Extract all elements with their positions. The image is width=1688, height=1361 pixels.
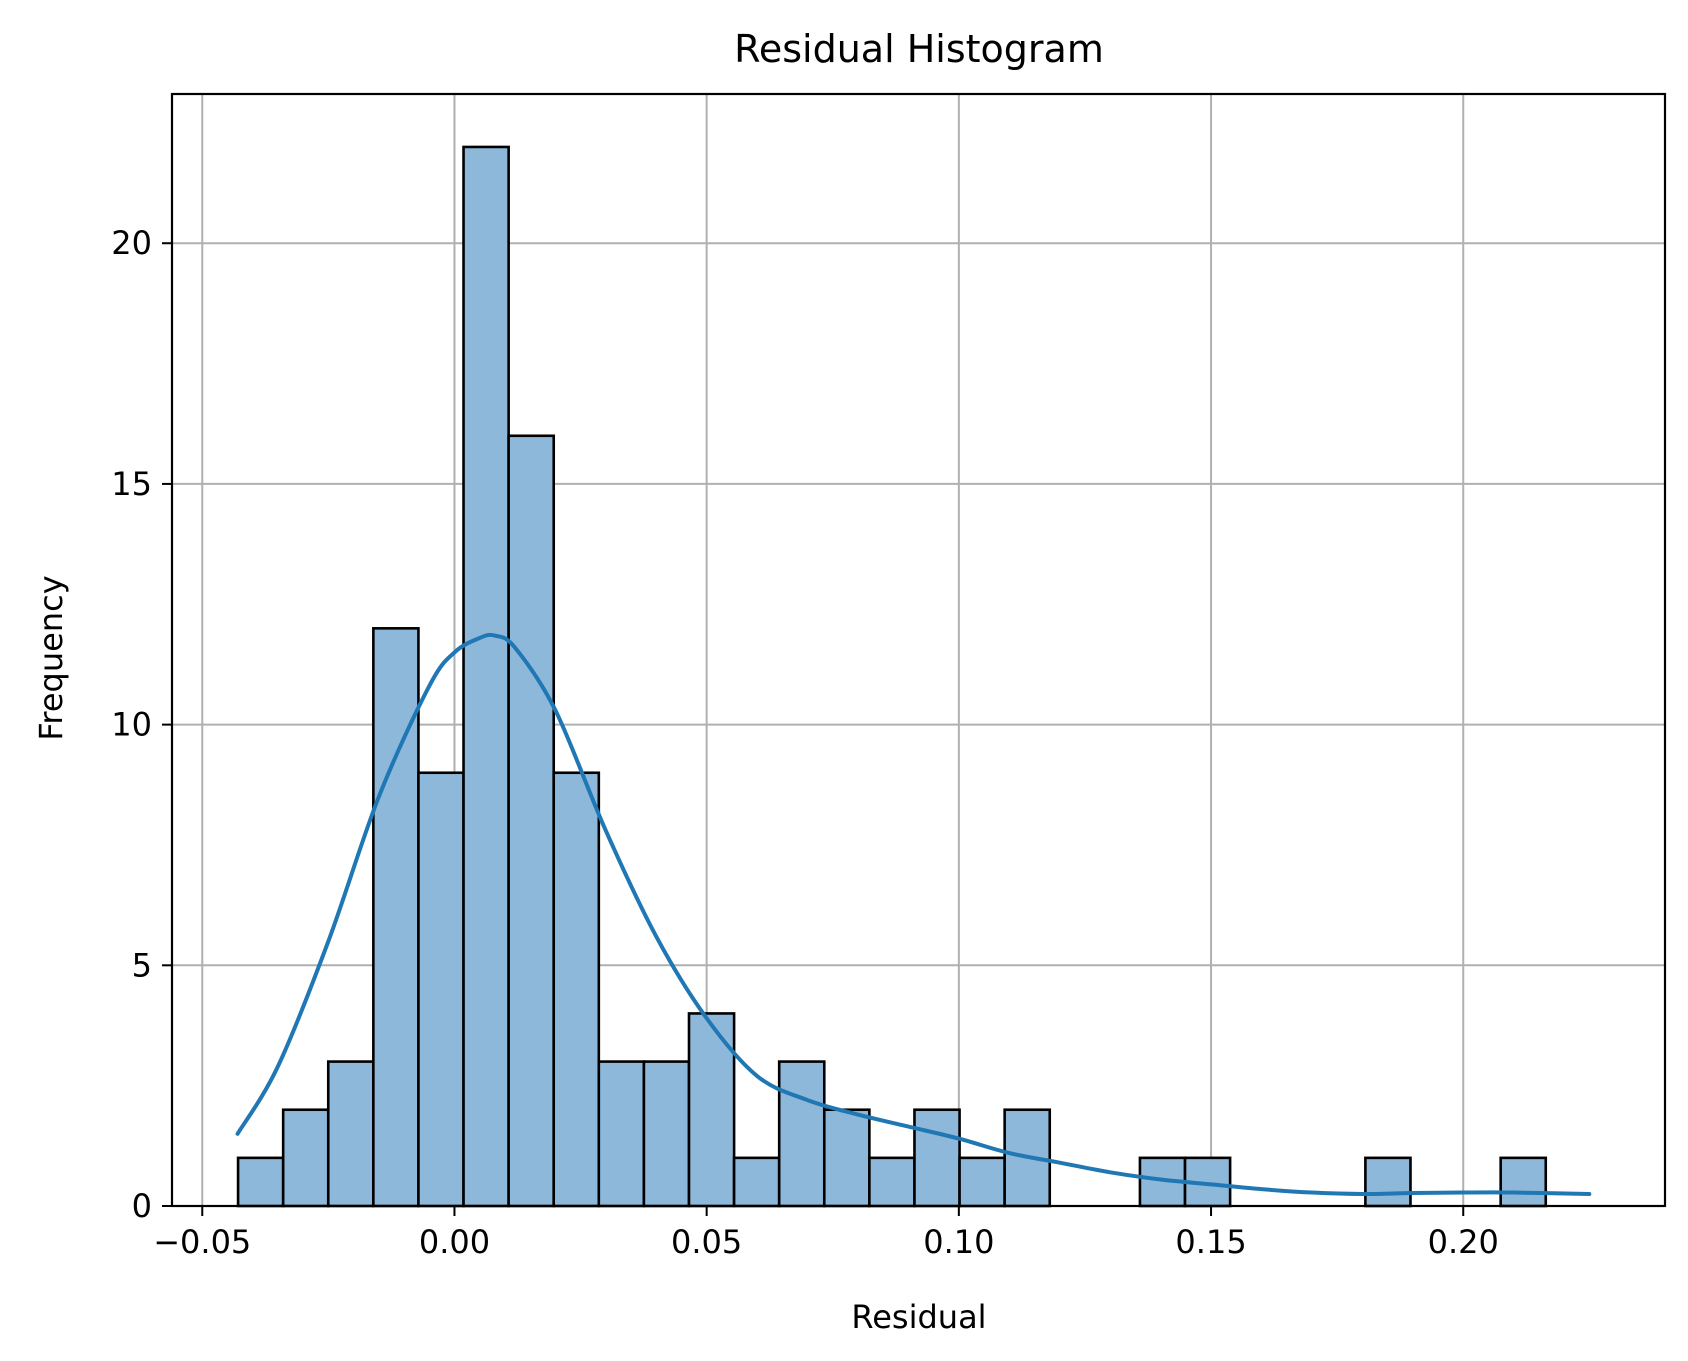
x-tick-label: 0.15 bbox=[1175, 1223, 1246, 1261]
histogram-bar bbox=[822, 1108, 871, 1208]
histogram-bars bbox=[236, 145, 1548, 1208]
y-tick-label: 10 bbox=[111, 706, 152, 744]
histogram-bar bbox=[642, 1060, 691, 1208]
y-tick-label: 20 bbox=[111, 224, 152, 262]
x-tick-label: 0.05 bbox=[671, 1223, 742, 1261]
histogram-bar bbox=[913, 1108, 961, 1208]
kde-curve bbox=[235, 632, 1592, 1196]
y-axis-title: Frequency bbox=[32, 575, 70, 740]
histogram-bar bbox=[597, 1060, 646, 1208]
y-tick-label: 15 bbox=[111, 465, 152, 503]
x-axis-title: Residual bbox=[851, 1298, 986, 1336]
y-axis-ticks: 0 5 10 15 20 bbox=[111, 224, 172, 1225]
histogram-bar bbox=[868, 1156, 916, 1208]
histogram-bar bbox=[1364, 1156, 1412, 1208]
x-axis-ticks: −0.05 0.00 0.05 0.10 0.15 0.20 bbox=[153, 1206, 1499, 1261]
y-tick-label: 5 bbox=[132, 946, 152, 984]
x-tick-label: 0.10 bbox=[923, 1223, 994, 1261]
histogram-bar bbox=[236, 1156, 285, 1208]
histogram-bar bbox=[372, 627, 420, 1208]
y-tick-label: 0 bbox=[132, 1187, 152, 1225]
histogram-bar bbox=[552, 771, 601, 1208]
histogram-bar bbox=[732, 1156, 781, 1208]
histogram-bar bbox=[1499, 1156, 1548, 1208]
histogram-bar bbox=[462, 145, 510, 1208]
plot-frame bbox=[170, 92, 1667, 1208]
histogram-bar bbox=[326, 1060, 375, 1208]
histogram-bar bbox=[281, 1108, 330, 1208]
histogram-bar bbox=[417, 771, 465, 1208]
histogram-bar bbox=[958, 1156, 1006, 1208]
x-tick-label: −0.05 bbox=[153, 1223, 251, 1261]
x-tick-label: 0.20 bbox=[1428, 1223, 1499, 1261]
histogram-bar bbox=[507, 434, 556, 1208]
histogram-bar bbox=[777, 1060, 826, 1208]
kde-line bbox=[235, 632, 1592, 1196]
chart-title: Residual Histogram bbox=[734, 27, 1104, 71]
x-tick-label: 0.00 bbox=[419, 1223, 490, 1261]
